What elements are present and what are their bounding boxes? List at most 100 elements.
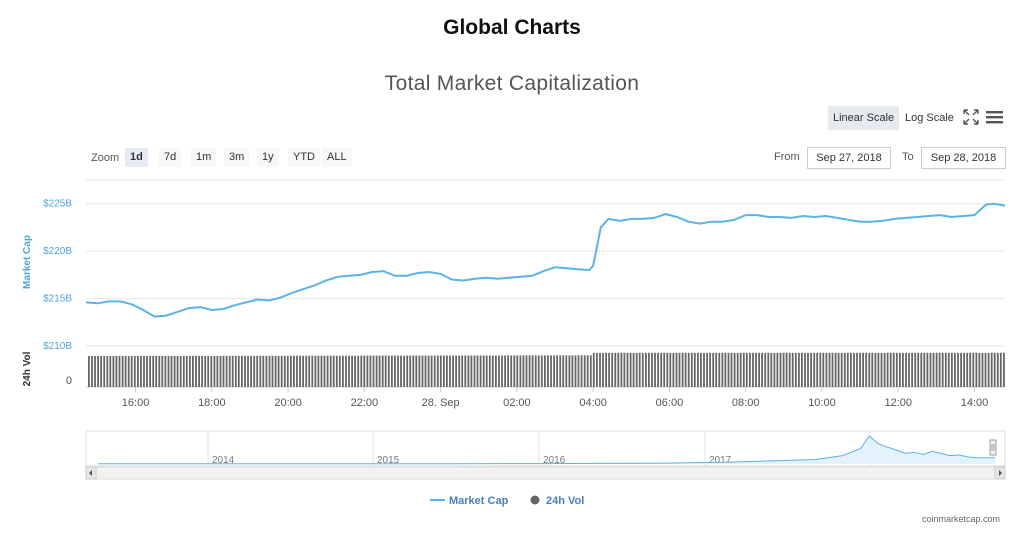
y-tick-label: $220B [43,246,72,257]
volume-bar [210,355,213,387]
volume-bar [149,356,151,387]
navigator-year-label: 2015 [377,455,400,466]
volume-bar [366,355,369,387]
volume-bar [620,352,623,387]
volume-bar [222,355,225,387]
volume-bar [648,352,650,387]
x-tick-label: 20:00 [274,397,302,409]
volume-bar [951,352,953,387]
volume-bar [369,355,372,387]
volume-bar [565,355,568,387]
volume-bar [602,352,604,387]
y-tick-label: $210B [43,341,72,352]
volume-bar [97,356,99,387]
volume-bar [443,355,445,387]
volume-bar [430,355,433,387]
volume-bar [127,356,130,387]
volume-bar [363,355,366,387]
volume-bar [724,352,727,387]
volume-bar [651,352,653,387]
volume-bar [467,355,470,387]
volume-bar [394,355,396,387]
zoom-1d-button[interactable]: 1d [125,148,148,167]
volume-bar [271,355,274,387]
fullscreen-icon[interactable] [963,109,979,125]
volume-bar [1003,352,1005,387]
volume-bar [286,355,289,387]
volume-bar [302,355,304,387]
volume-bar [491,355,494,387]
volume-bar [277,355,280,387]
volume-bar [550,355,552,387]
volume-bar [219,355,222,387]
volume-bar [259,355,262,387]
volume-bar [121,356,124,387]
volume-bar [124,356,127,387]
y-tick-label: $215B [43,294,72,305]
log-scale-button[interactable]: Log Scale [905,112,954,124]
zoom-1m-button[interactable]: 1m [191,148,217,167]
zoom-3m-button[interactable]: 3m [224,148,250,167]
volume-bar [715,352,718,387]
volume-bar [528,355,531,387]
zoom-all-button[interactable]: ALL [322,148,352,167]
volume-bar [342,355,344,387]
volume-bar [666,352,669,387]
volume-bar [244,355,246,387]
volume-bar [853,352,855,387]
volume-bar [547,355,549,387]
volume-bar [406,355,409,387]
volume-bar [544,355,546,387]
volume-bar [161,355,164,387]
volume-bar [960,352,962,387]
linear-scale-button[interactable]: Linear Scale [828,106,900,130]
volume-bar [902,352,904,387]
volume-bar [984,352,987,387]
to-date-input[interactable]: Sep 28, 2018 [921,147,1006,169]
volume-bar [198,355,200,387]
zoom-1y-button[interactable]: 1y [257,148,279,167]
volume-bar [384,355,387,387]
volume-bar [583,355,586,387]
volume-bar [975,352,978,387]
volume-bar [326,355,329,387]
volume-bar [225,355,228,387]
volume-bar [213,355,216,387]
volume-bar [112,356,115,387]
volume-bar [293,355,295,387]
volume-bar [473,355,476,387]
volume-bar [917,352,920,387]
volume-bar [510,355,513,387]
volume-bar [874,352,877,387]
zoom-7d-button[interactable]: 7d [159,148,182,167]
volume-bar [485,355,488,387]
scrollbar-track [85,466,1006,480]
volume-bar [883,352,886,387]
hamburger-menu-icon[interactable] [986,110,1003,124]
volume-bar [718,352,721,387]
volume-bar [758,352,760,387]
x-tick-label: 18:00 [198,397,226,409]
volume-bar [779,352,782,387]
volume-bar [130,356,133,387]
volume-bar [623,352,626,387]
volume-bar [846,352,849,387]
volume-bar [155,355,158,387]
x-tick-label: 08:00 [732,397,760,409]
volume-bar [736,352,739,387]
volume-bar [216,355,219,387]
volume-bar [617,352,620,387]
volume-bar [816,352,819,387]
zoom-ytd-button[interactable]: YTD [288,148,320,167]
volume-bar [700,352,702,387]
volume-bar [693,352,696,387]
volume-bar [482,355,485,387]
volume-bar [329,355,332,387]
volume-bar [308,355,311,387]
volume-bar [415,355,418,387]
from-date-input[interactable]: Sep 27, 2018 [807,147,891,169]
volume-bar [158,355,161,387]
volume-bar [837,352,840,387]
volume-bar [387,355,390,387]
